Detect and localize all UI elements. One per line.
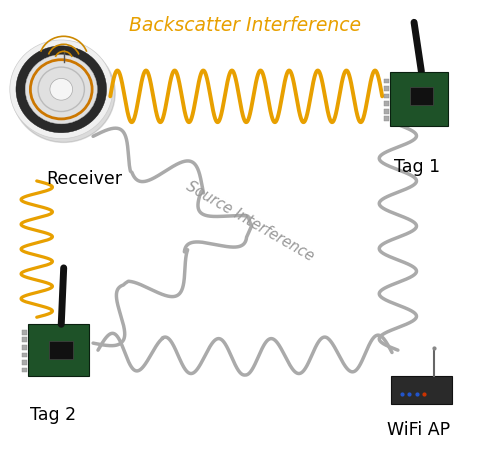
FancyBboxPatch shape (23, 330, 27, 335)
FancyBboxPatch shape (49, 341, 73, 359)
Text: Tag 1: Tag 1 (394, 158, 441, 176)
FancyBboxPatch shape (23, 337, 27, 342)
FancyBboxPatch shape (384, 116, 389, 121)
Circle shape (50, 78, 73, 100)
Text: Backscatter Interference: Backscatter Interference (129, 16, 361, 35)
FancyBboxPatch shape (28, 324, 89, 376)
Circle shape (10, 40, 113, 139)
FancyBboxPatch shape (23, 360, 27, 365)
Circle shape (12, 44, 115, 142)
FancyBboxPatch shape (391, 376, 452, 404)
FancyBboxPatch shape (23, 345, 27, 350)
FancyBboxPatch shape (23, 352, 27, 357)
Text: Source Interference: Source Interference (183, 178, 317, 264)
FancyBboxPatch shape (384, 86, 389, 91)
FancyBboxPatch shape (410, 87, 433, 105)
Text: Receiver: Receiver (47, 170, 122, 188)
FancyBboxPatch shape (384, 94, 389, 98)
Text: WiFi AP: WiFi AP (388, 421, 450, 439)
Text: Tag 2: Tag 2 (30, 406, 76, 423)
FancyBboxPatch shape (384, 78, 389, 84)
FancyBboxPatch shape (384, 109, 389, 113)
Circle shape (16, 46, 106, 133)
FancyBboxPatch shape (23, 368, 27, 372)
Circle shape (25, 55, 97, 124)
FancyBboxPatch shape (384, 101, 389, 106)
FancyBboxPatch shape (390, 71, 448, 125)
